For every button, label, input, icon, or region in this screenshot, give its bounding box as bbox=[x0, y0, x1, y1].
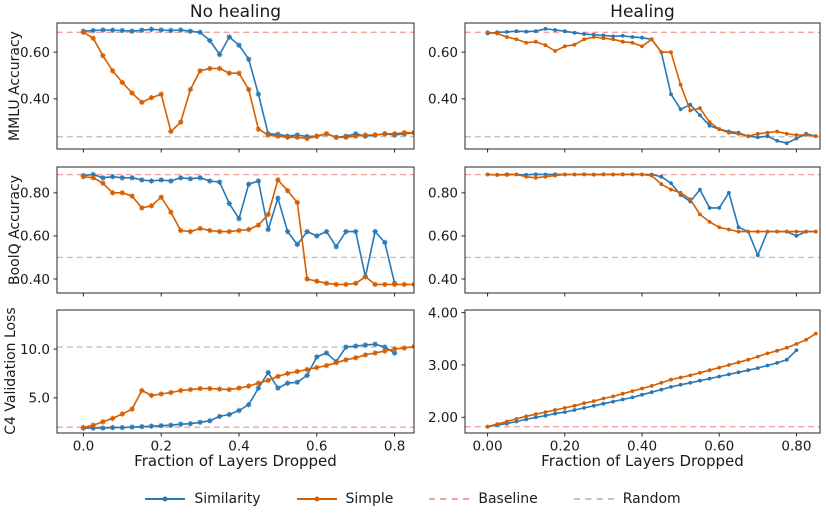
plot-mmlu-no-healing-similarity-line bbox=[83, 28, 414, 139]
y-axis-label-mmlu-accuracy: MMLU Accuracy bbox=[7, 31, 23, 141]
x-axis-label-right: Fraction of Layers Dropped bbox=[541, 452, 744, 470]
plot-mmlu-healing-ytick: 0.40 bbox=[428, 92, 458, 108]
plot-boolq-no-healing-ytick: 0.40 bbox=[20, 272, 50, 288]
legend-item-simple: Simple bbox=[296, 491, 394, 507]
plot-c4-no-healing-xtick: 0.8 bbox=[384, 439, 405, 455]
plot-c4-healing: 0.00 0.20 0.40 0.60 0.80 2.00 3.00 4.00 bbox=[428, 305, 821, 455]
plot-boolq-healing-ytick: 0.80 bbox=[428, 186, 458, 202]
plot-c4-healing-xtick: 0.40 bbox=[627, 439, 657, 455]
y-axis-label-c4-validation-loss: C4 Validation Loss bbox=[3, 307, 19, 435]
plot-c4-healing-xtick: 0.80 bbox=[781, 439, 811, 455]
plot-mmlu-healing-simple-line bbox=[487, 31, 816, 137]
legend-item-random: Random bbox=[573, 491, 681, 507]
column-title-healing: Healing bbox=[610, 2, 675, 22]
plot-c4-no-healing-xtick: 0.4 bbox=[228, 439, 249, 455]
column-title-no-healing: No healing bbox=[189, 2, 282, 22]
legend-label-random: Random bbox=[622, 491, 681, 507]
legend-item-baseline: Baseline bbox=[429, 491, 538, 507]
plot-mmlu-no-healing: 0.40 0.60 bbox=[20, 22, 415, 153]
plot-boolq-healing-ytick: 0.60 bbox=[428, 229, 458, 245]
legend-label-baseline: Baseline bbox=[478, 491, 538, 507]
plot-mmlu-healing-ytick: 0.60 bbox=[428, 45, 458, 61]
plot-c4-no-healing-xtick: 0.6 bbox=[306, 439, 327, 455]
plot-boolq-healing: 0.40 0.60 0.80 bbox=[428, 166, 821, 297]
y-axis-label-boolq-accuracy: BoolQ Accuracy bbox=[7, 175, 23, 286]
plot-mmlu-healing-similarity-line bbox=[487, 27, 816, 144]
random-dashed-line-icon bbox=[573, 498, 614, 500]
legend: Similarity Simple Baseline Random bbox=[0, 487, 826, 511]
baseline-dashed-line-icon bbox=[429, 498, 470, 500]
plot-boolq-no-healing: 0.40 0.60 0.80 bbox=[20, 166, 415, 297]
similarity-line-marker-icon bbox=[145, 496, 186, 502]
plot-c4-healing-ytick: 2.00 bbox=[428, 410, 458, 426]
x-axis-label-left: Fraction of Layers Dropped bbox=[134, 452, 337, 470]
plot-mmlu-healing: 0.40 0.60 bbox=[428, 22, 821, 153]
plot-c4-healing-xtick: 0.60 bbox=[704, 439, 734, 455]
plot-boolq-no-healing-ytick: 0.80 bbox=[20, 186, 50, 202]
simple-line-marker-icon bbox=[296, 496, 337, 502]
plot-c4-no-healing-ytick: 5.0 bbox=[29, 391, 50, 407]
plot-mmlu-no-healing-ytick: 0.40 bbox=[20, 92, 50, 108]
plot-boolq-healing-simple-line bbox=[487, 173, 816, 233]
plot-boolq-healing-similarity-line bbox=[487, 173, 816, 257]
plot-mmlu-no-healing-simple-line bbox=[82, 31, 414, 140]
plot-c4-no-healing-xtick: 0.0 bbox=[73, 439, 94, 455]
plot-boolq-healing-ytick: 0.40 bbox=[428, 272, 458, 288]
plot-c4-healing-ytick: 4.00 bbox=[428, 305, 458, 321]
plot-c4-healing-xtick: 0.20 bbox=[550, 439, 580, 455]
legend-label-simple: Simple bbox=[345, 491, 394, 507]
plot-c4-healing-xtick: 0.00 bbox=[473, 439, 503, 455]
plot-c4-no-healing-ytick: 10.0 bbox=[20, 342, 50, 358]
plot-c4-no-healing: 0.0 0.2 0.4 0.6 0.8 5.0 10.0 bbox=[20, 309, 415, 455]
legend-label-similarity: Similarity bbox=[194, 491, 261, 507]
plot-mmlu-no-healing-ytick: 0.60 bbox=[20, 45, 50, 61]
legend-item-similarity: Similarity bbox=[145, 491, 261, 507]
plot-c4-no-healing-xtick: 0.2 bbox=[150, 439, 171, 455]
plot-c4-healing-ytick: 3.00 bbox=[428, 358, 458, 374]
plot-boolq-no-healing-ytick: 0.60 bbox=[20, 229, 50, 245]
